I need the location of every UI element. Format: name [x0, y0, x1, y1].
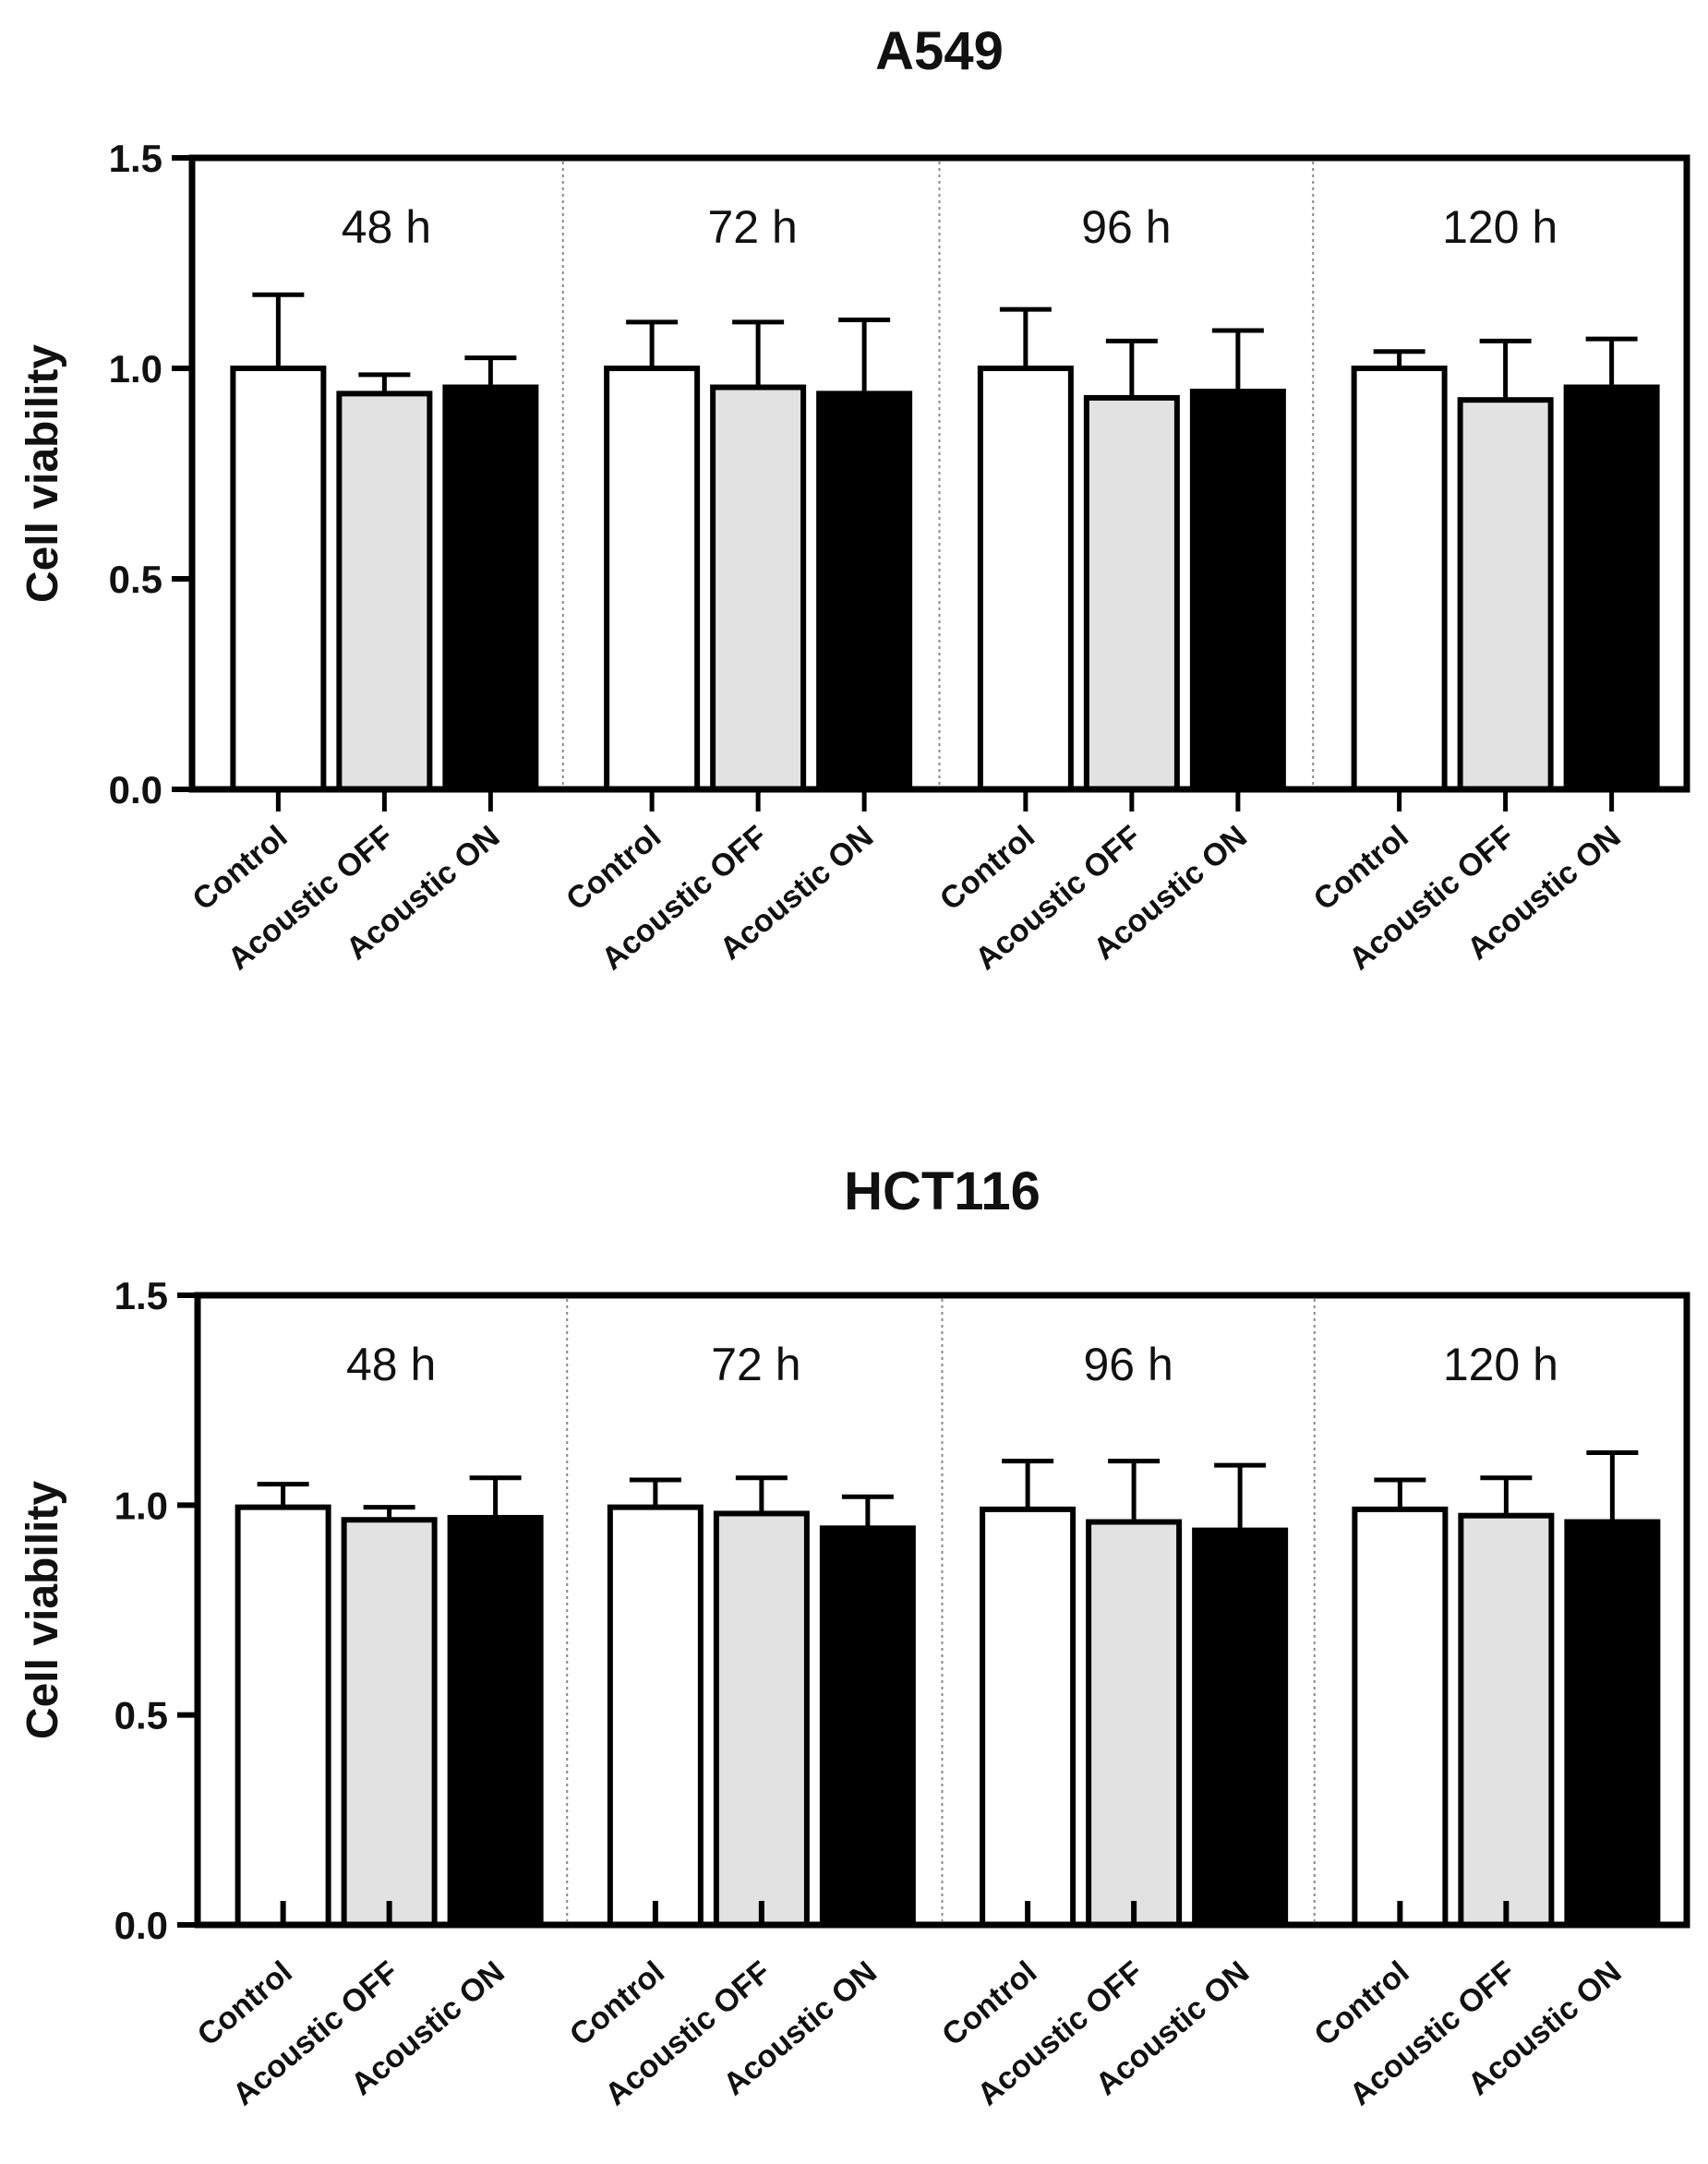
time-label: 120 h: [1442, 201, 1558, 253]
y-tick-label: 0.0: [109, 768, 162, 812]
y-tick-label: 1.0: [109, 347, 162, 391]
bar-control: [607, 1504, 704, 1929]
y-tick-label: 1.5: [109, 137, 162, 180]
time-label: 48 h: [342, 201, 431, 253]
y-tick-label: 1.0: [114, 1484, 168, 1527]
time-label: 96 h: [1083, 1339, 1173, 1390]
bar-acoustic-off: [1086, 1519, 1183, 1929]
bar-acoustic-off: [1083, 394, 1180, 792]
bar-acoustic-on: [1189, 389, 1286, 792]
bar-control: [977, 366, 1074, 792]
time-label: 120 h: [1443, 1339, 1558, 1390]
bar-control: [235, 1504, 331, 1929]
bar-acoustic-on: [442, 384, 539, 792]
y-tick-label: 1.5: [114, 1274, 168, 1317]
y-tick-label: 0.5: [114, 1694, 168, 1737]
bar-acoustic-off: [713, 1510, 810, 1928]
bar-control: [1351, 366, 1448, 792]
plot-frame: [188, 154, 1690, 793]
bar-control: [230, 366, 327, 792]
time-label: 72 h: [707, 201, 797, 253]
time-label: 72 h: [711, 1339, 800, 1390]
plot-frame: [194, 1292, 1690, 1929]
bar-control: [980, 1506, 1077, 1928]
y-tick-label: 0.0: [114, 1904, 168, 1947]
bar-control: [604, 366, 701, 792]
bar-acoustic-on: [1192, 1527, 1289, 1928]
chart-title: HCT116: [844, 1161, 1040, 1221]
time-label: 96 h: [1081, 201, 1171, 253]
chart-title: A549: [875, 21, 1004, 81]
bar-acoustic-off: [341, 1517, 438, 1929]
bar-acoustic-off: [336, 391, 433, 792]
time-label: 48 h: [346, 1339, 436, 1390]
bar-acoustic-off: [1458, 1512, 1555, 1928]
bar-acoustic-on: [816, 391, 913, 792]
y-axis-label: Cell viability: [18, 344, 67, 603]
y-tick-label: 0.5: [109, 558, 162, 601]
bar-acoustic-on: [819, 1525, 916, 1928]
bar-acoustic-off: [1457, 397, 1554, 792]
bar-control: [1352, 1506, 1449, 1928]
bar-acoustic-on: [1564, 1519, 1661, 1929]
bar-acoustic-on: [447, 1514, 544, 1929]
y-axis-label: Cell viability: [18, 1481, 67, 1739]
bar-acoustic-on: [1563, 384, 1660, 792]
bar-acoustic-off: [710, 384, 807, 792]
